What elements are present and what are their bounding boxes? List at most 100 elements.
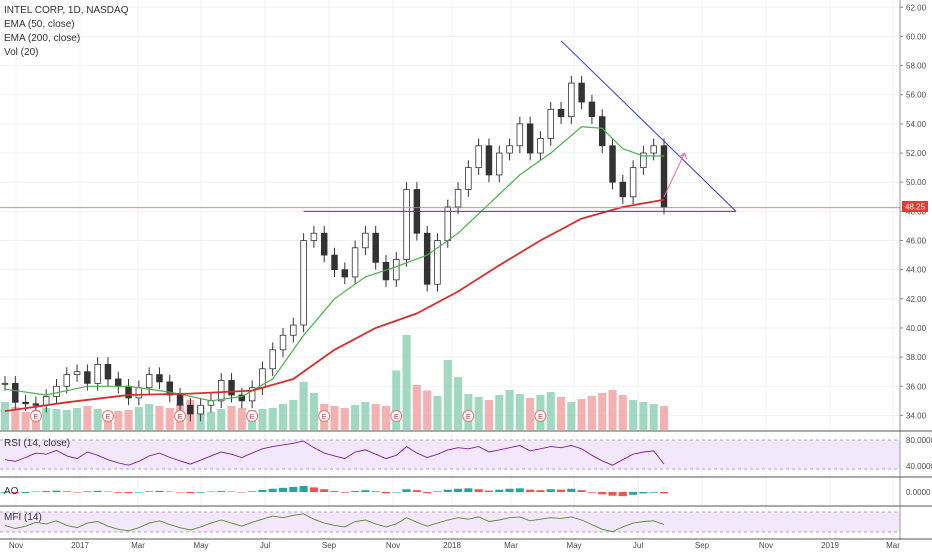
price-tick-label: 56.00	[906, 91, 927, 100]
candle-body	[444, 206, 452, 241]
earnings-marker	[318, 410, 331, 422]
mfi-band	[0, 512, 900, 532]
volume-bar	[659, 406, 669, 430]
earnings-marker-label: E	[538, 414, 543, 421]
ao-bar	[134, 492, 143, 493]
volume-bar	[526, 398, 535, 430]
candle-body	[84, 371, 91, 384]
x-tick-label: Jul	[260, 541, 270, 550]
earnings-marker	[246, 410, 259, 422]
volume-bar	[145, 404, 154, 430]
volume-bar	[340, 408, 349, 430]
candle-body	[609, 145, 616, 183]
volume-bar	[62, 410, 71, 430]
volume-bar	[268, 408, 277, 430]
volume-bars	[0, 335, 669, 430]
x-tick-label: May	[566, 541, 581, 550]
x-tick-label: Mar	[131, 541, 145, 550]
candle-body	[351, 247, 359, 278]
candle-body	[12, 382, 19, 403]
candle-body	[279, 334, 287, 351]
volume-bar	[454, 377, 463, 430]
candle-body	[475, 145, 482, 169]
rsi-tick-label: 40.0000	[906, 462, 932, 471]
candle-body	[228, 380, 235, 396]
volume-bar	[639, 402, 648, 430]
price-tick-label: 42.00	[906, 295, 927, 304]
earnings-marker	[390, 410, 403, 422]
candle-body	[403, 189, 410, 260]
volume-bar	[649, 404, 658, 430]
ao-bar	[52, 490, 61, 492]
candle-body	[310, 232, 318, 241]
ao-bar	[93, 490, 102, 492]
ao-bar	[268, 488, 277, 492]
current-price-badge	[902, 201, 928, 212]
candle-body	[125, 385, 132, 399]
rsi-tick-label: 80.0000	[906, 436, 932, 445]
volume-bar	[217, 409, 226, 430]
ao-bar	[371, 491, 380, 492]
ao-bar	[639, 492, 648, 494]
price-tick-label: 60.00	[906, 32, 927, 41]
candle-body	[320, 232, 328, 256]
ao-bar	[83, 491, 92, 492]
ao-bar	[62, 491, 71, 492]
x-tick-label: Sep	[695, 541, 710, 550]
ao-bar	[258, 489, 267, 492]
volume-bar	[278, 404, 288, 430]
ao-bar	[31, 491, 40, 493]
earnings-marker	[534, 410, 547, 422]
volume-bar	[165, 408, 174, 430]
candle-body	[166, 381, 173, 396]
ao-bar	[577, 490, 586, 492]
x-tick-label: Nov	[759, 541, 773, 550]
ao-bar	[608, 492, 617, 496]
volume-bar	[299, 382, 308, 430]
ema50-line	[4, 126, 664, 402]
ao-bar	[443, 489, 452, 492]
ao-bar	[433, 491, 442, 492]
candle-body	[485, 145, 493, 176]
candle-body	[94, 364, 101, 384]
ao-bar	[196, 492, 205, 493]
current-price-label: 48.25	[905, 203, 926, 212]
volume-bar	[52, 409, 61, 430]
earnings-marker	[101, 410, 114, 422]
ao-bar	[629, 492, 638, 495]
candle-body	[578, 82, 585, 103]
projection-arrow	[663, 152, 686, 197]
volume-bar	[546, 392, 555, 430]
ao-bar	[217, 491, 226, 492]
ao-bar	[42, 491, 51, 492]
ao-bar	[526, 489, 535, 492]
candle-body	[362, 232, 369, 249]
volume-bar	[598, 393, 607, 430]
candle-body	[660, 145, 668, 208]
volume-bar	[392, 370, 401, 430]
volume-bar	[515, 394, 524, 430]
ao-bar	[237, 492, 246, 493]
ao-bar	[423, 492, 432, 494]
ao-bar	[484, 490, 494, 492]
candle-body	[557, 108, 565, 118]
candle-body	[393, 259, 400, 281]
volume-bar	[577, 399, 586, 430]
candle-body	[331, 254, 338, 271]
legend-volume: Vol (20)	[4, 47, 38, 58]
rsi-band	[0, 440, 900, 469]
candle-body	[516, 123, 524, 147]
candle-body	[197, 404, 204, 415]
volume-bar	[443, 360, 452, 430]
volume-bar	[11, 407, 20, 430]
ao-bar	[299, 486, 308, 492]
candle-body	[619, 181, 627, 198]
ao-bar	[454, 488, 463, 492]
volume-bar	[567, 402, 576, 430]
ao-tick-label: 0.0000	[906, 488, 931, 497]
candle-body	[290, 324, 297, 336]
candle-body	[63, 374, 71, 387]
ao-bar	[340, 492, 349, 493]
